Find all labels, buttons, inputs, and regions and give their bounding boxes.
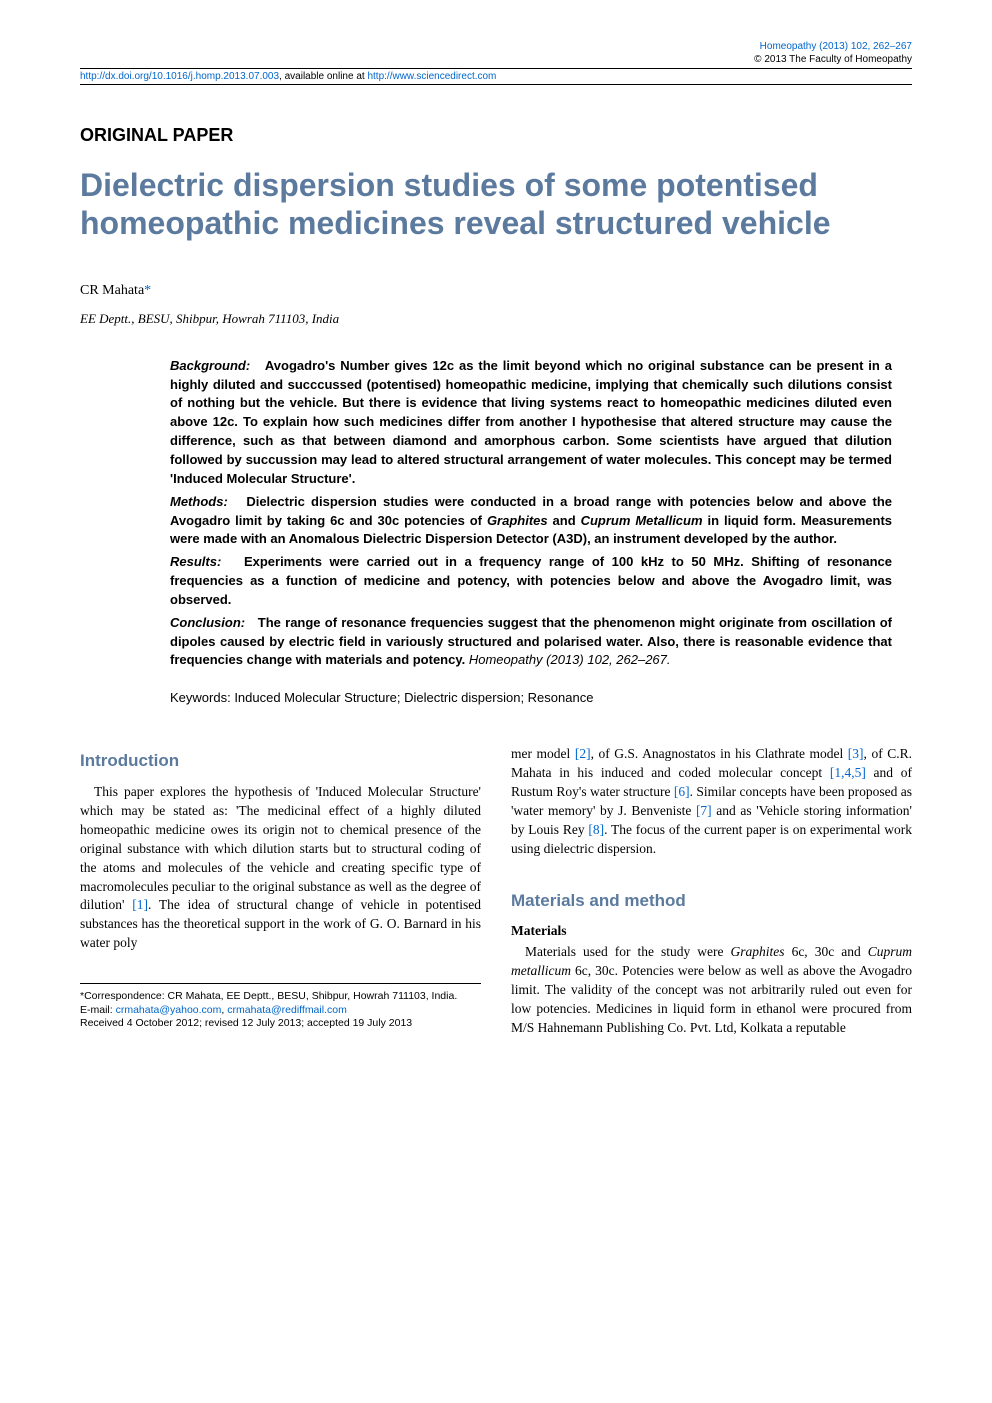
author-marker: * bbox=[144, 283, 151, 298]
methods-label: Methods: bbox=[170, 494, 228, 509]
received-line: Received 4 October 2012; revised 12 July… bbox=[80, 1017, 481, 1031]
ref-3[interactable]: [3] bbox=[848, 746, 864, 761]
footnote-separator bbox=[80, 983, 481, 984]
ref-145[interactable]: [1,4,5] bbox=[830, 765, 866, 780]
ref-2[interactable]: [2] bbox=[575, 746, 591, 761]
copyright: © 2013 The Faculty of Homeopathy bbox=[754, 54, 912, 65]
introduction-heading: Introduction bbox=[80, 749, 481, 773]
affiliation: EE Deptt., BESU, Shibpur, Howrah 711103,… bbox=[80, 311, 912, 327]
abstract-conclusion: Conclusion: The range of resonance frequ… bbox=[170, 614, 892, 671]
abstract-citation: Homeopathy (2013) 102, 262–267. bbox=[469, 652, 671, 667]
email-2[interactable]: crmahata@rediffmail.com bbox=[227, 1004, 347, 1016]
col2-a: , of G.S. Anagnostatos in his Clathrate … bbox=[591, 746, 848, 761]
materials-pre: Materials used for the study were bbox=[525, 944, 731, 959]
graphites-italic: Graphites bbox=[731, 944, 785, 959]
author-name: CR Mahata bbox=[80, 283, 144, 298]
paper-title: Dielectric dispersion studies of some po… bbox=[80, 166, 912, 243]
intro-paragraph: This paper explores the hypothesis of 'I… bbox=[80, 783, 481, 953]
right-column: mer model [2], of G.S. Anagnostatos in h… bbox=[511, 745, 912, 1037]
paper-type-label: ORIGINAL PAPER bbox=[80, 125, 912, 146]
ref-7[interactable]: [7] bbox=[696, 803, 712, 818]
materials-subheading: Materials bbox=[511, 922, 912, 941]
conclusion-label: Conclusion: bbox=[170, 615, 245, 630]
graphites-name: Graphites bbox=[487, 513, 548, 528]
materials-paragraph: Materials used for the study were Graphi… bbox=[511, 943, 912, 1037]
body-columns: Introduction This paper explores the hyp… bbox=[80, 745, 912, 1037]
cuprum-name: Cuprum Metallicum bbox=[581, 513, 703, 528]
left-column: Introduction This paper explores the hyp… bbox=[80, 745, 481, 1037]
doi-suffix: , available online at bbox=[279, 71, 367, 82]
results-text: Experiments were carried out in a freque… bbox=[170, 554, 892, 607]
keywords-line: Keywords: Induced Molecular Structure; D… bbox=[170, 690, 892, 705]
ref-8[interactable]: [8] bbox=[588, 822, 604, 837]
journal-citation: Homeopathy (2013) 102, 262–267 bbox=[760, 41, 912, 52]
author-line: CR Mahata* bbox=[80, 283, 912, 299]
results-label: Results: bbox=[170, 554, 221, 569]
keywords-label: Keywords: bbox=[170, 690, 234, 705]
email-label: E-mail: bbox=[80, 1004, 116, 1016]
intro-text-pre: This paper explores the hypothesis of 'I… bbox=[80, 784, 481, 912]
abstract-methods: Methods: Dielectric dispersion studies w… bbox=[170, 493, 892, 550]
intro-continuation: mer model [2], of G.S. Anagnostatos in h… bbox=[511, 745, 912, 858]
methods-and: and bbox=[548, 513, 581, 528]
materials-mid: 6c, 30c and bbox=[785, 944, 868, 959]
materials-heading: Materials and method bbox=[511, 889, 912, 913]
background-text: Avogadro's Number gives 12c as the limit… bbox=[170, 358, 892, 486]
col2-pre: mer model bbox=[511, 746, 575, 761]
doi-bar: http://dx.doi.org/10.1016/j.homp.2013.07… bbox=[80, 68, 912, 85]
email-line: E-mail: crmahata@yahoo.com, crmahata@red… bbox=[80, 1004, 481, 1018]
abstract-block: Background: Avogadro's Number gives 12c … bbox=[170, 357, 892, 671]
doi-link[interactable]: http://dx.doi.org/10.1016/j.homp.2013.07… bbox=[80, 71, 279, 82]
correspondence-line: *Correspondence: CR Mahata, EE Deptt., B… bbox=[80, 990, 481, 1004]
doi-site[interactable]: http://www.sciencedirect.com bbox=[367, 71, 496, 82]
footnote-block: *Correspondence: CR Mahata, EE Deptt., B… bbox=[80, 990, 481, 1031]
journal-header: Homeopathy (2013) 102, 262–267 © 2013 Th… bbox=[80, 40, 912, 66]
ref-6[interactable]: [6] bbox=[674, 784, 690, 799]
ref-1[interactable]: [1] bbox=[132, 897, 148, 912]
abstract-background: Background: Avogadro's Number gives 12c … bbox=[170, 357, 892, 489]
materials-post: 6c, 30c. Potencies were below as well as… bbox=[511, 963, 912, 1035]
background-label: Background: bbox=[170, 358, 250, 373]
keywords-terms: Induced Molecular Structure; Dielectric … bbox=[234, 690, 593, 705]
abstract-results: Results: Experiments were carried out in… bbox=[170, 553, 892, 610]
email-1[interactable]: crmahata@yahoo.com bbox=[116, 1004, 222, 1016]
